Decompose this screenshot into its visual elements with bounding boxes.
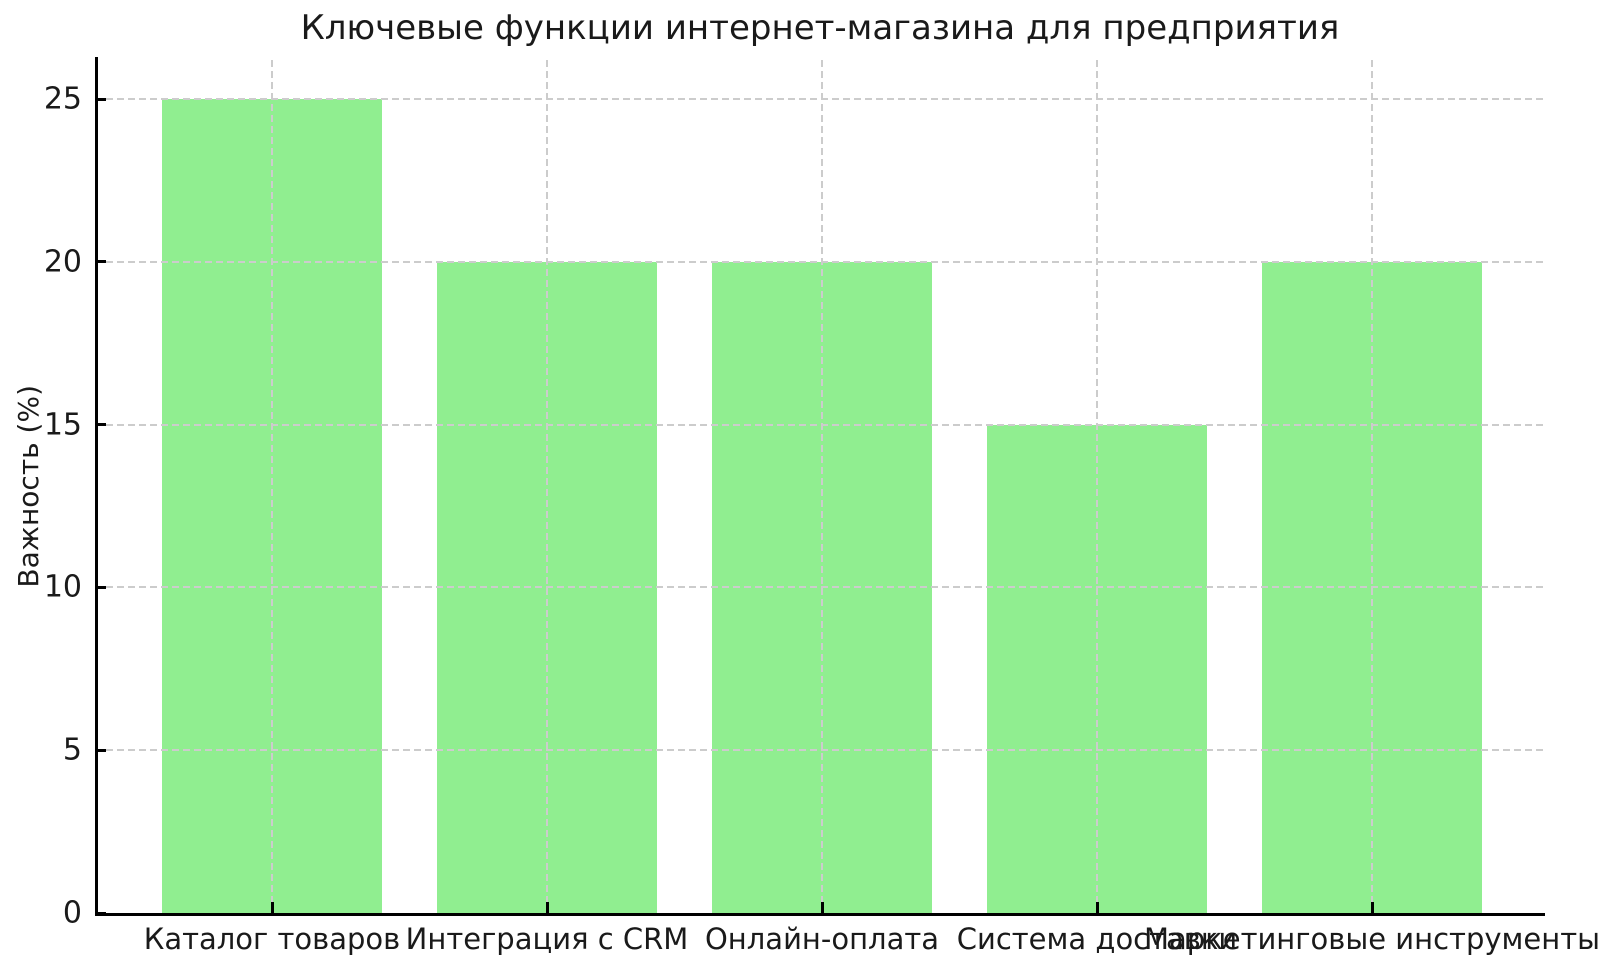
x-tick-mark <box>545 902 549 913</box>
v-gridline <box>1371 60 1373 913</box>
x-tick-label: Система доставки <box>956 922 1238 956</box>
x-tick-mark <box>1095 902 1099 913</box>
y-tick-mark <box>95 585 106 589</box>
x-tick-mark <box>1370 902 1374 913</box>
chart-title: Ключевые функции интернет-магазина для п… <box>300 8 1340 48</box>
x-axis-line <box>95 913 1545 916</box>
x-tick-mark <box>820 902 824 913</box>
v-gridline <box>271 60 273 913</box>
x-tick-label: Каталог товаров <box>143 922 401 956</box>
y-tick-label: 0 <box>62 895 82 931</box>
y-tick-mark <box>95 260 106 264</box>
y-axis-label-wrap: Важность (%) <box>0 60 56 913</box>
y-tick-mark <box>95 423 106 427</box>
y-tick-label: 5 <box>62 732 82 768</box>
plot-area <box>95 57 1545 916</box>
h-gridline <box>95 586 1545 589</box>
h-gridline <box>95 749 1545 752</box>
y-tick-label: 15 <box>43 407 82 443</box>
y-tick-label: 20 <box>43 244 82 280</box>
h-gridline <box>95 423 1545 426</box>
v-gridline <box>821 60 823 913</box>
x-tick-label: Онлайн-оплата <box>704 922 940 956</box>
x-tick-label: Интеграция с CRM <box>405 922 689 956</box>
y-tick-mark <box>95 97 106 101</box>
v-gridline <box>1096 60 1098 913</box>
h-gridline <box>95 260 1545 263</box>
x-tick-mark <box>270 902 274 913</box>
v-gridline <box>546 60 548 913</box>
h-gridline <box>95 98 1545 101</box>
x-tick-label: Маркетинговые инструменты <box>1144 922 1600 956</box>
y-tick-mark <box>95 748 106 752</box>
y-tick-label: 10 <box>43 569 82 605</box>
y-axis-line <box>95 57 98 913</box>
y-tick-label: 25 <box>43 81 82 117</box>
